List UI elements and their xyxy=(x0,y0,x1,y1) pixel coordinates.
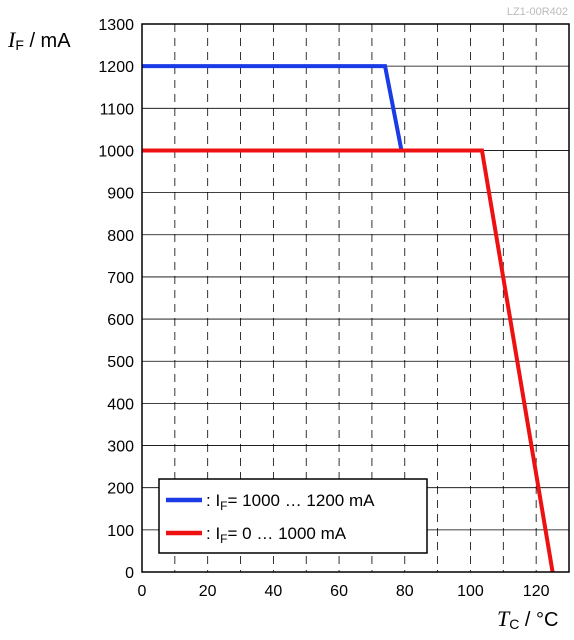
legend-label-series-1: : IF= 1000 … 1200 mA xyxy=(206,491,375,513)
legend-suffix-series-1: = 1000 … 1200 mA xyxy=(228,491,376,510)
y-tick-label: 500 xyxy=(107,354,134,371)
x-axis-unit: / °C xyxy=(519,609,558,631)
legend-prefix-series-2: : I xyxy=(206,524,220,543)
x-tick-labels: 0 20 40 60 80 100 120 xyxy=(138,583,550,600)
y-tick-label: 1300 xyxy=(98,17,134,34)
x-tick-label: 0 xyxy=(138,583,147,600)
plot-frame xyxy=(141,23,570,573)
y-tick-label: 200 xyxy=(107,481,134,498)
document-id: LZ1-00R402 xyxy=(507,6,568,18)
x-tick-label: 20 xyxy=(199,583,217,600)
y-axis-label: IF / mA xyxy=(7,27,71,53)
y-tick-label: 600 xyxy=(107,312,134,329)
x-tick-label: 100 xyxy=(457,583,484,600)
y-tick-label: 100 xyxy=(107,523,134,540)
y-tick-labels: 0 100 200 300 400 500 600 700 800 900 1000 1100 1200… xyxy=(98,17,134,582)
series-line-2 xyxy=(142,148,555,573)
x-tick-label: 120 xyxy=(523,583,550,600)
x-tick-label: 60 xyxy=(330,583,348,600)
y-tick-label: 1200 xyxy=(98,59,134,76)
legend-label-series-2: : IF= 0 … 1000 mA xyxy=(206,524,347,546)
x-tick-label: 40 xyxy=(264,583,282,600)
series-line-1 xyxy=(142,64,404,151)
y-tick-label: 400 xyxy=(107,396,134,413)
legend-sub-series-1: F xyxy=(220,499,227,513)
y-tick-label: 1100 xyxy=(100,101,135,118)
x-axis-symbol: T xyxy=(497,606,511,631)
x-tick-label: 80 xyxy=(396,583,414,600)
y-axis-subscript: F xyxy=(15,37,24,53)
x-axis-label: TC / °C xyxy=(497,606,559,632)
legend-box xyxy=(158,478,428,554)
y-tick-label: 1000 xyxy=(98,143,134,160)
legend: : IF= 1000 … 1200 mA : IF= 0 … 1000 mA xyxy=(158,478,428,554)
x-axis-subscript: C xyxy=(509,616,519,632)
y-tick-label: 700 xyxy=(107,270,134,287)
legend-sub-series-2: F xyxy=(220,532,227,546)
y-tick-label: 900 xyxy=(107,186,134,203)
y-tick-label: 800 xyxy=(107,228,134,245)
y-tick-label: 300 xyxy=(107,439,134,456)
y-axis-symbol: I xyxy=(7,27,17,52)
y-tick-label: 0 xyxy=(125,565,134,582)
legend-prefix-series-1: : I xyxy=(206,491,220,510)
legend-suffix-series-2: = 0 … 1000 mA xyxy=(228,524,347,543)
series-layer xyxy=(142,64,555,573)
y-axis-unit: / mA xyxy=(24,30,71,52)
